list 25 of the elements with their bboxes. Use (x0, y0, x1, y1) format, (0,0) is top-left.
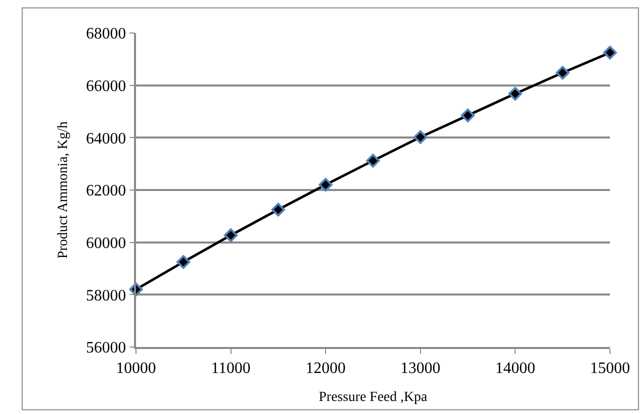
y-tick-label: 58000 (86, 287, 126, 304)
point (603, 46, 617, 60)
point (271, 202, 286, 216)
point (224, 228, 238, 242)
point (556, 66, 570, 80)
point (414, 130, 428, 144)
x-tick-label: 12000 (306, 360, 346, 377)
x-tick-label: 11000 (211, 360, 251, 377)
y-tick-label: 66000 (86, 78, 126, 95)
point (508, 86, 522, 101)
x-tick-label: 14000 (495, 360, 536, 377)
point (460, 108, 475, 122)
point (176, 255, 190, 269)
point (366, 154, 380, 168)
y-tick-label: 60000 (86, 234, 126, 252)
y-axis-title: Product Ammonia, Kg/h (56, 121, 72, 259)
x-tick-label: 15000 (590, 360, 630, 377)
y-tick-label: 62000 (86, 182, 126, 200)
x-axis-title: Pressure Feed ,Kpa (318, 390, 428, 405)
x-tick-label: 13000 (400, 360, 440, 377)
point (318, 178, 332, 192)
y-tick-label: 64000 (86, 130, 126, 148)
y-tick-label: 56000 (86, 340, 126, 357)
y-tick-label: 68000 (86, 26, 126, 43)
x-tick-label: 10000 (116, 360, 156, 377)
